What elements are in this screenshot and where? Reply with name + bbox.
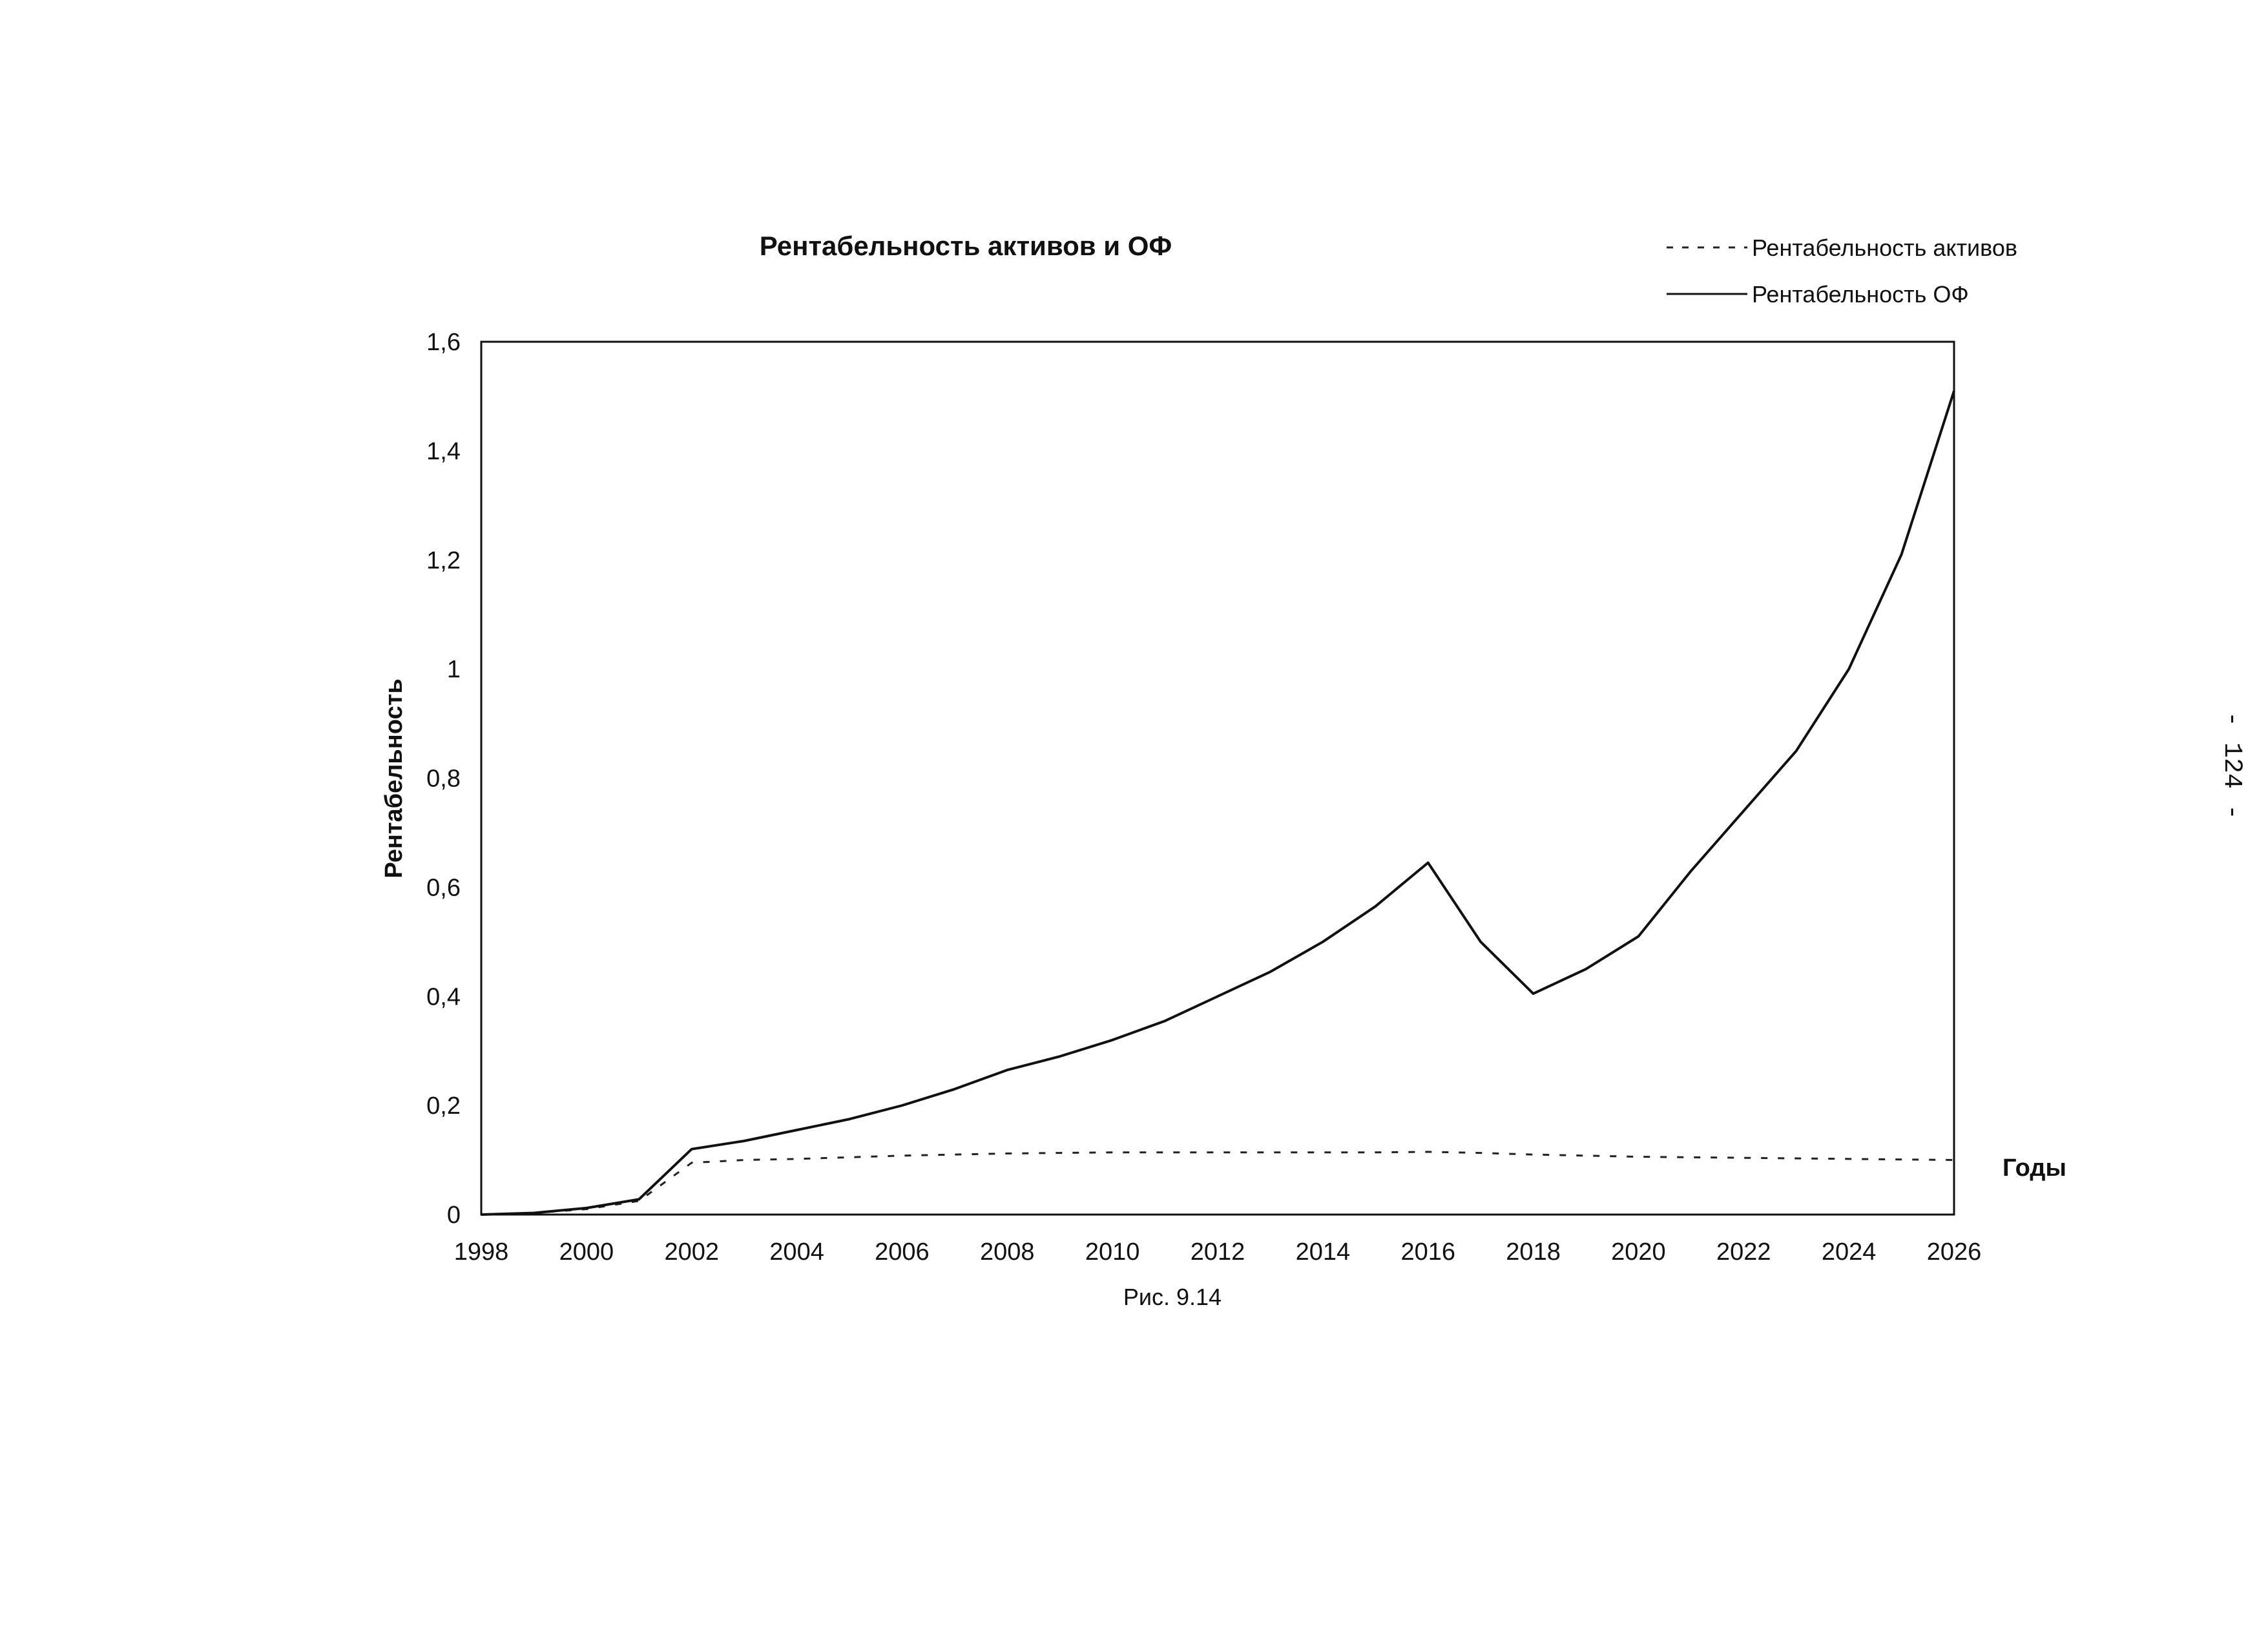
- x-tick-label: 2020: [1611, 1238, 1666, 1266]
- legend-label-assets: Рентабельность активов: [1752, 235, 2017, 261]
- x-tick-label: 2008: [980, 1238, 1035, 1266]
- x-tick-label: 2000: [559, 1238, 614, 1266]
- plot-area-frame: [480, 340, 1955, 1216]
- x-tick-label: 2014: [1296, 1238, 1351, 1266]
- y-tick-label: 1,2: [426, 547, 461, 574]
- x-tick-label: 1998: [454, 1238, 509, 1266]
- x-tick-label: 2002: [664, 1238, 719, 1266]
- x-tick-label: 2022: [1716, 1238, 1771, 1266]
- x-tick-label: 2004: [769, 1238, 824, 1266]
- x-axis-label: Годы: [2003, 1154, 2066, 1182]
- x-tick-label: 2006: [875, 1238, 930, 1266]
- series-line-assets: [481, 1151, 1955, 1216]
- legend: Рентабельность активов Рентабельность ОФ: [1667, 235, 2017, 308]
- x-tick-label: 2026: [1927, 1238, 1982, 1266]
- y-tick-label: 1,6: [426, 329, 461, 356]
- y-tick-label: 0,2: [426, 1092, 461, 1120]
- page-number: - 124 -: [2217, 711, 2246, 820]
- legend-label-fixed-assets: Рентабельность ОФ: [1752, 281, 1969, 308]
- x-tick-label: 2010: [1085, 1238, 1140, 1266]
- x-tick-label: 2024: [1822, 1238, 1877, 1266]
- x-tick-label: 2012: [1191, 1238, 1245, 1266]
- x-tick-label: 2016: [1400, 1238, 1455, 1266]
- y-axis-label: Рентабельность: [380, 678, 408, 878]
- y-tick-label: 0,4: [426, 983, 461, 1010]
- y-axis-ticks: 0 0,2 0,4 0,6 0,8 1 1,2 1,4 1,6: [426, 329, 461, 1229]
- y-tick-label: 0: [447, 1202, 461, 1229]
- x-tick-label: 2018: [1506, 1238, 1561, 1266]
- y-tick-label: 0,6: [426, 874, 461, 901]
- y-tick-label: 0,8: [426, 766, 461, 793]
- series-layer: [481, 390, 1955, 1216]
- figure-caption: Рис. 9.14: [1123, 1284, 1222, 1310]
- chart-title: Рентабельность активов и ОФ: [760, 231, 1172, 261]
- y-tick-label: 1: [447, 656, 461, 684]
- series-line-fixed-assets: [481, 390, 1955, 1216]
- x-axis-ticks: 1998 2000 2002 2004 2006 2008 2010 2012 2014 2016…: [454, 1238, 1982, 1266]
- y-tick-label: 1,4: [426, 438, 461, 465]
